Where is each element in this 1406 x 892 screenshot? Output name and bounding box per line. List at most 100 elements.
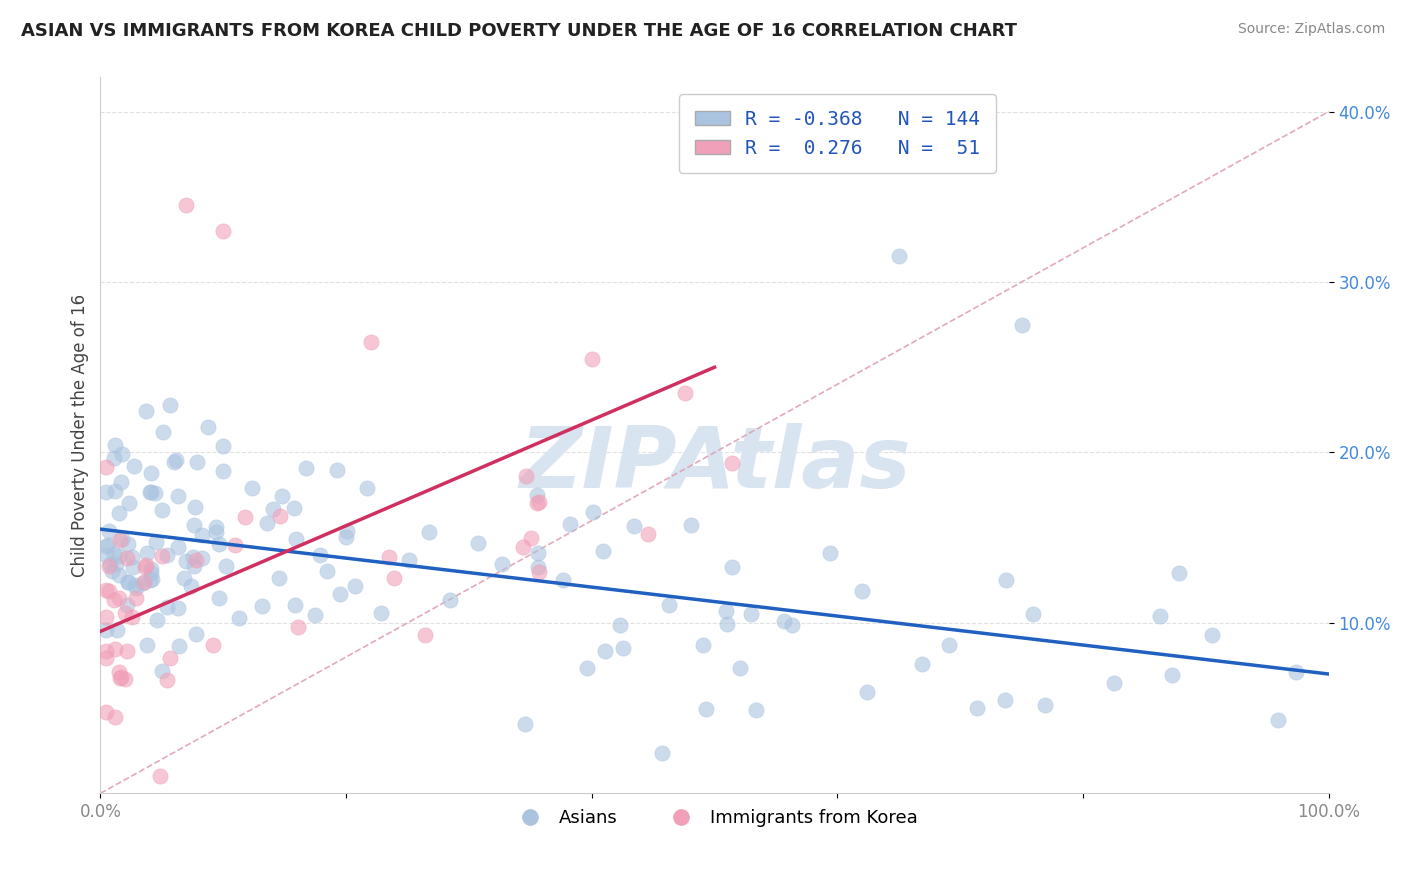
Point [156,673,179,687]
Point [117,537,139,551]
Point [740,607,762,621]
Point [96,650,118,665]
Point [370,606,392,620]
Point [101,564,124,578]
Point [150,503,173,517]
Point [156,548,179,562]
Point [96,706,118,720]
Point [107,549,129,563]
Point [103,593,125,607]
Point [1033,698,1056,712]
Point [186,626,208,640]
Point [184,500,207,515]
Point [575,661,598,675]
Point [96,485,118,500]
Point [145,613,167,627]
Point [167,540,190,554]
Point [1161,668,1184,682]
Point [125,591,148,606]
Point [202,638,225,652]
Point [163,455,186,469]
Point [1149,608,1171,623]
Point [994,573,1017,587]
Point [103,547,125,561]
Point [515,716,537,731]
Point [938,638,960,652]
Point [104,642,127,657]
Point [183,518,205,533]
Point [125,581,148,595]
Point [1201,628,1223,642]
Point [782,618,804,632]
Point [139,484,162,499]
Point [98,558,121,573]
Point [134,560,156,574]
Point [132,576,155,591]
Point [716,616,738,631]
Point [108,591,131,605]
Point [211,439,233,453]
Point [609,617,631,632]
Point [96,610,118,624]
Point [560,516,582,531]
Point [204,524,226,539]
Point [329,586,352,600]
Point [966,700,988,714]
Point [167,490,190,504]
Point [121,549,143,564]
Point [121,560,143,574]
Point [114,673,136,687]
Point [108,671,131,685]
Point [104,483,127,498]
Point [110,475,132,489]
Point [135,546,157,560]
Point [111,447,134,461]
Point [149,769,172,783]
Point [316,564,339,578]
Point [132,574,155,589]
Point [145,485,167,500]
Point [110,533,132,547]
Point [117,575,139,590]
Point [141,562,163,576]
Point [721,560,744,574]
Point [994,693,1017,707]
Point [165,453,187,467]
Y-axis label: Child Poverty Under the Age of 16: Child Poverty Under the Age of 16 [72,293,89,577]
Point [326,463,349,477]
Point [491,557,513,571]
Point [526,488,548,502]
Point [104,558,127,572]
Point [135,404,157,418]
Point [145,535,167,549]
Point [115,599,138,613]
Point [413,627,436,641]
Point [512,540,534,554]
Point [692,638,714,652]
Point [720,456,742,470]
Point [283,500,305,515]
Point [256,516,278,531]
Point [343,579,366,593]
Point [679,517,702,532]
Point [233,509,256,524]
Point [228,611,250,625]
Point [714,604,737,618]
Point [103,450,125,465]
Point [887,249,910,263]
Point [336,524,359,538]
Point [287,620,309,634]
Point [439,592,461,607]
Point [582,505,605,519]
Text: ASIAN VS IMMIGRANTS FROM KOREA CHILD POVERTY UNDER THE AGE OF 16 CORRELATION CHA: ASIAN VS IMMIGRANTS FROM KOREA CHILD POV… [21,22,1017,40]
Point [104,438,127,452]
Point [184,553,207,567]
Point [356,482,378,496]
Point [159,398,181,412]
Point [856,685,879,699]
Point [675,385,697,400]
Point [658,599,681,613]
Point [115,550,138,565]
Point [527,566,550,580]
Point [117,574,139,589]
